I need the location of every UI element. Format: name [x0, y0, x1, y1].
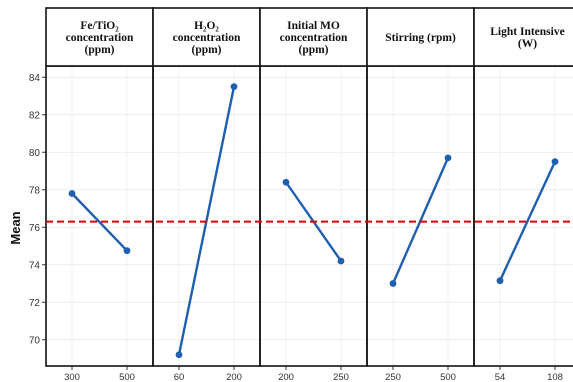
data-point: [389, 280, 397, 287]
strip-title-line: (ppm): [84, 44, 114, 56]
strip-title-line: Stirring (rpm): [385, 32, 456, 44]
strip-title-line: Fe/TiO₂: [80, 20, 119, 32]
x-tick-label: 500: [440, 372, 456, 382]
strip-header: [473, 7, 573, 67]
x-tick-label: 200: [226, 372, 242, 382]
strip-title-line: concentration: [173, 32, 241, 44]
data-point: [123, 247, 131, 255]
strip-title-line: concentration: [280, 32, 348, 44]
strip-title-line: concentration: [66, 32, 134, 44]
panel-frame: [259, 65, 368, 367]
data-point: [337, 257, 345, 265]
y-tick-label: 80: [29, 148, 41, 159]
x-tick-label: 60: [174, 372, 185, 382]
strip-header: [259, 7, 368, 67]
x-axis-ticks: 300 500 60 200 200 250 250 500 54 108: [64, 366, 563, 382]
strip-title-line: H₂O₂: [194, 20, 219, 32]
y-tick-label: 82: [29, 110, 41, 121]
data-point: [282, 178, 290, 186]
y-tick-label: 84: [29, 73, 41, 84]
x-tick-label: 108: [547, 372, 563, 382]
y-tick-label: 74: [29, 260, 41, 271]
data-point: [68, 190, 76, 197]
y-tick-label: 72: [29, 298, 41, 309]
data-point: [496, 277, 504, 285]
strip-title-line: (W): [518, 38, 537, 50]
y-tick-label: 76: [29, 223, 41, 234]
x-tick-label: 250: [385, 372, 401, 382]
y-axis-ticks: 70 72 74 76 78 80 82 84: [29, 73, 46, 346]
x-tick-label: 54: [495, 372, 506, 382]
strip-title-line: (ppm): [191, 44, 221, 56]
y-axis-label: Mean: [8, 211, 23, 244]
series-line: [498, 160, 557, 282]
x-tick-label: 250: [333, 372, 349, 382]
strip-header: [366, 7, 475, 67]
panels-layer: [45, 65, 573, 367]
strip-title-line: Initial MO: [287, 20, 340, 32]
panel-frame: [366, 65, 475, 367]
panel-frame: [45, 65, 154, 367]
data-point: [444, 154, 452, 162]
strip-headers: Fe/TiO₂concentration(ppm)H₂O₂concentrati…: [45, 7, 573, 67]
data-point: [551, 158, 559, 166]
x-tick-label: 500: [119, 372, 135, 382]
strip-header: [45, 7, 154, 67]
grid-layer: [46, 66, 573, 366]
data-point: [175, 351, 183, 359]
data-point: [230, 83, 238, 91]
x-tick-label: 200: [278, 372, 294, 382]
strip-title-line: (ppm): [298, 44, 328, 56]
panel-frame: [473, 65, 573, 367]
series-line: [70, 192, 129, 252]
strip-title-line: Light Intensive: [490, 26, 564, 38]
strip-header: [152, 7, 261, 67]
x-tick-label: 300: [64, 372, 80, 382]
y-tick-label: 78: [29, 185, 41, 196]
y-tick-label: 70: [29, 335, 41, 346]
